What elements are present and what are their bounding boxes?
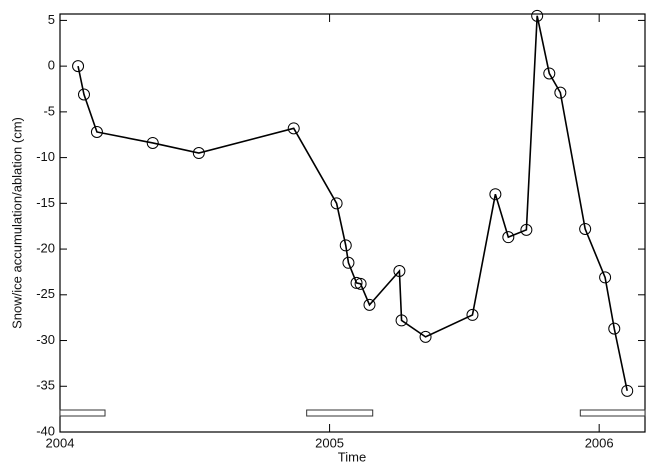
data-point <box>554 86 567 99</box>
series-line <box>77 15 628 392</box>
data-point <box>330 197 343 210</box>
y-tick-label: -5 <box>43 103 55 118</box>
data-point <box>339 239 352 252</box>
data-point <box>90 125 103 138</box>
data-point <box>489 188 502 201</box>
data-point <box>621 384 634 397</box>
y-tick-label: -20 <box>36 241 55 256</box>
period-bar <box>306 409 374 417</box>
y-tick-label: -10 <box>36 149 55 164</box>
data-point <box>599 271 612 284</box>
y-tick-label: -25 <box>36 286 55 301</box>
period-bar <box>59 409 106 417</box>
data-point <box>287 122 300 135</box>
data-point <box>531 9 544 22</box>
y-tick-label: 5 <box>48 12 55 27</box>
y-tick-label: -35 <box>36 378 55 393</box>
data-point <box>608 322 621 335</box>
data-point <box>579 222 592 235</box>
x-tick-label: 2005 <box>315 435 344 450</box>
y-tick-label: -30 <box>36 332 55 347</box>
y-tick-label: -40 <box>36 423 55 438</box>
data-point <box>395 314 408 327</box>
plot-frame <box>59 13 646 433</box>
data-point <box>350 276 363 289</box>
data-point <box>77 88 90 101</box>
data-point <box>502 231 515 244</box>
x-axis-title: Time <box>338 449 366 464</box>
period-bar <box>579 409 646 417</box>
data-point <box>419 330 432 343</box>
x-tick-label: 2004 <box>46 435 75 450</box>
y-tick-label: -15 <box>36 195 55 210</box>
data-point <box>393 265 406 278</box>
data-point <box>363 298 376 311</box>
y-tick-label: 0 <box>48 58 55 73</box>
data-point <box>466 308 479 321</box>
data-point <box>192 147 205 160</box>
data-point <box>543 67 556 80</box>
data-point <box>342 256 355 269</box>
y-axis-title: Snow/ice accumulation/ablation (cm) <box>9 117 24 329</box>
data-point <box>520 223 533 236</box>
x-tick-label: 2006 <box>585 435 614 450</box>
data-point <box>354 277 367 290</box>
data-point <box>146 136 159 149</box>
data-point <box>72 60 85 73</box>
